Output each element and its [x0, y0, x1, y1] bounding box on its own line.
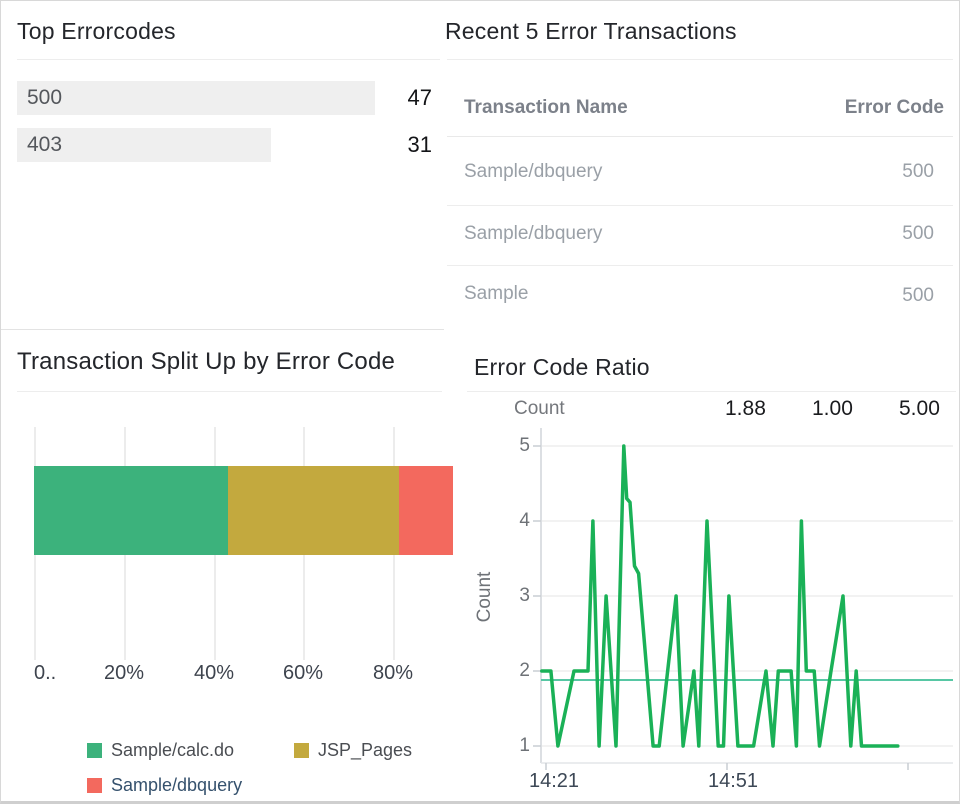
- y-tick-label: 3: [519, 585, 530, 606]
- divider: [447, 265, 953, 266]
- panel-title: Recent 5 Error Transactions: [445, 18, 737, 44]
- errorcode-label: 500: [27, 86, 63, 109]
- transaction-name: Sample/dbquery: [464, 223, 603, 244]
- legend-item-jsp-pages[interactable]: JSP_Pages: [294, 740, 412, 761]
- x-tick-label: 14:21: [528, 770, 580, 792]
- y-tick-label: 2: [519, 660, 530, 681]
- panel-title: Error Code Ratio: [474, 354, 650, 380]
- bar-segment-sample-calcdo: [34, 466, 228, 555]
- legend-swatch-green: [87, 743, 102, 758]
- panel-title: Transaction Split Up by Error Code: [17, 348, 396, 375]
- legend-swatch-gold: [294, 743, 309, 758]
- errorcode-row: 403 31: [17, 128, 444, 162]
- errorcode-count: 31: [407, 132, 432, 157]
- errorcode-row: 500 47: [17, 81, 444, 115]
- stat-count-label: Count: [514, 398, 565, 419]
- divider: [447, 205, 953, 206]
- legend-label: Sample/calc.do: [111, 740, 235, 760]
- x-tick-label: 20%: [103, 662, 145, 684]
- stacked-bar: [34, 466, 453, 555]
- errorcode-bar-500: 500: [17, 81, 375, 115]
- stat-max: 5.00: [899, 397, 940, 420]
- errorcode-bar-403: 403: [17, 128, 271, 162]
- divider: [447, 59, 953, 60]
- panel-recent-transactions: Recent 5 Error Transactions Transaction …: [444, 1, 959, 338]
- x-tick-label: 0..: [34, 662, 57, 684]
- error-code: 500: [902, 161, 934, 182]
- legend-swatch-red: [87, 778, 102, 793]
- x-tick-label: 60%: [282, 662, 324, 684]
- error-code: 500: [902, 285, 934, 306]
- divider: [17, 59, 440, 60]
- errorcode-count: 47: [407, 85, 432, 110]
- bar-segment-jsp-pages: [228, 466, 399, 555]
- stat-avg: 1.88: [725, 397, 766, 420]
- stat-min: 1.00: [812, 397, 853, 420]
- errorcode-label: 403: [27, 133, 63, 156]
- x-tick-label: 80%: [372, 662, 414, 684]
- panel-error-code-ratio: Error Code Ratio Count 1.88 1.00 5.00 Co…: [444, 338, 959, 801]
- bar-segment-sample-dbquery: [399, 466, 453, 555]
- legend-item-sample-dbquery[interactable]: Sample/dbquery: [87, 775, 242, 796]
- panel-top-errorcodes: Top Errorcodes 500 47 403 31: [1, 1, 444, 329]
- error-code: 500: [902, 223, 934, 244]
- line-chart: [533, 428, 953, 770]
- panel-title: Top Errorcodes: [17, 18, 176, 44]
- y-tick-label: 1: [519, 735, 530, 756]
- y-tick-label: 4: [519, 510, 530, 531]
- transaction-name: Sample/dbquery: [464, 161, 603, 182]
- count-series-line: [540, 444, 900, 748]
- column-header-error-code: Error Code: [844, 97, 944, 118]
- transaction-name: Sample: [464, 283, 529, 304]
- y-tick-label: 5: [519, 435, 530, 456]
- legend-label: Sample/dbquery: [111, 775, 243, 795]
- x-tick-label: 14:51: [707, 770, 759, 792]
- legend-item-sample-calcdo[interactable]: Sample/calc.do: [87, 740, 234, 761]
- divider: [467, 391, 956, 392]
- x-tick-label: 40%: [193, 662, 235, 684]
- divider: [447, 136, 953, 137]
- legend-label: JSP_Pages: [318, 740, 413, 760]
- divider: [17, 391, 442, 392]
- column-header-transaction-name: Transaction Name: [464, 97, 628, 118]
- panel-transaction-split: Transaction Split Up by Error Code 0.. 2…: [1, 329, 453, 801]
